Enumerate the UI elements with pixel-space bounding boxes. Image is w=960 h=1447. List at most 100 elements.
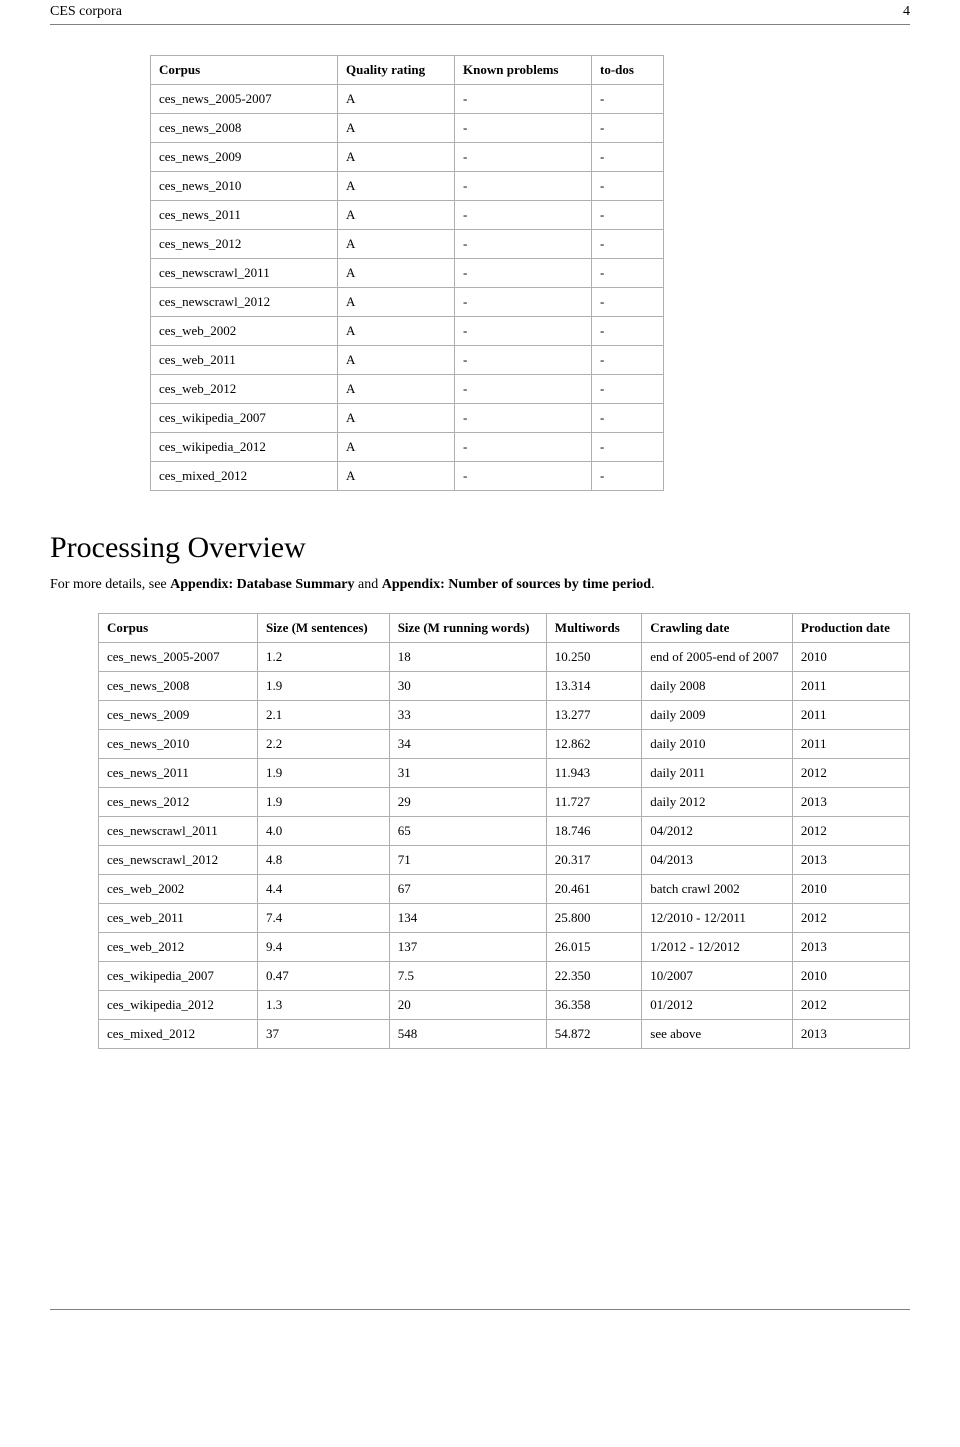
table-cell: A	[338, 317, 455, 346]
table-cell: ces_news_2008	[151, 114, 338, 143]
table-cell: 12/2010 - 12/2011	[642, 903, 793, 932]
table-cell: 67	[389, 874, 546, 903]
table-cell: 10/2007	[642, 961, 793, 990]
table-cell: A	[338, 288, 455, 317]
table-cell: daily 2009	[642, 700, 793, 729]
table-cell: 33	[389, 700, 546, 729]
header-title: CES corpora	[50, 4, 122, 20]
table-cell: daily 2008	[642, 671, 793, 700]
table-cell: -	[455, 172, 592, 201]
table-cell: ces_news_2005-2007	[151, 85, 338, 114]
table-row: ces_news_2012A--	[151, 230, 664, 259]
table-cell: -	[455, 114, 592, 143]
table-cell: 31	[389, 758, 546, 787]
table-cell: 04/2012	[642, 816, 793, 845]
section-intro: For more details, see Appendix: Database…	[50, 575, 910, 595]
table-cell: 04/2013	[642, 845, 793, 874]
table-row: ces_newscrawl_20114.06518.74604/20122012	[99, 816, 910, 845]
table-cell: A	[338, 346, 455, 375]
table-cell: ces_wikipedia_2007	[151, 404, 338, 433]
table-row: ces_wikipedia_2012A--	[151, 433, 664, 462]
table-row: ces_news_2010A--	[151, 172, 664, 201]
col-corpus: Corpus	[99, 613, 258, 642]
table-cell: 18	[389, 642, 546, 671]
table-cell: -	[455, 201, 592, 230]
table-cell: 1.9	[257, 787, 389, 816]
table-cell: ces_web_2011	[151, 346, 338, 375]
table-cell: -	[592, 259, 664, 288]
table-cell: -	[592, 346, 664, 375]
table-cell: 20.317	[546, 845, 641, 874]
table-cell: A	[338, 201, 455, 230]
table-row: ces_web_20129.413726.0151/2012 - 12/2012…	[99, 932, 910, 961]
table-cell: 65	[389, 816, 546, 845]
table-row: ces_web_20024.46720.461batch crawl 20022…	[99, 874, 910, 903]
table-cell: 34	[389, 729, 546, 758]
col-crawling-date: Crawling date	[642, 613, 793, 642]
table-cell: -	[592, 172, 664, 201]
table-cell: ces_web_2002	[99, 874, 258, 903]
table-cell: -	[592, 230, 664, 259]
intro-suffix: .	[651, 577, 655, 592]
table-cell: ces_news_2010	[151, 172, 338, 201]
table-cell: 2012	[792, 816, 909, 845]
table-cell: 2010	[792, 642, 909, 671]
table-row: ces_wikipedia_2007A--	[151, 404, 664, 433]
table-cell: 1.9	[257, 758, 389, 787]
table-cell: ces_newscrawl_2012	[151, 288, 338, 317]
table-row: ces_newscrawl_2012A--	[151, 288, 664, 317]
table-cell: ces_news_2009	[99, 700, 258, 729]
table-cell: ces_newscrawl_2011	[151, 259, 338, 288]
table-row: ces_news_20092.13313.277daily 20092011	[99, 700, 910, 729]
table-cell: ces_wikipedia_2012	[151, 433, 338, 462]
table-cell: -	[592, 143, 664, 172]
col-multiwords: Multiwords	[546, 613, 641, 642]
table-cell: -	[592, 85, 664, 114]
table-row: ces_web_2011A--	[151, 346, 664, 375]
table-cell: -	[455, 230, 592, 259]
processing-overview-table: Corpus Size (M sentences) Size (M runnin…	[98, 613, 910, 1049]
table-cell: A	[338, 259, 455, 288]
table-cell: ces_news_2008	[99, 671, 258, 700]
table-row: ces_news_2008A--	[151, 114, 664, 143]
table-cell: 13.277	[546, 700, 641, 729]
table-cell: batch crawl 2002	[642, 874, 793, 903]
table-cell: 548	[389, 1019, 546, 1048]
table-header-row: Corpus Quality rating Known problems to-…	[151, 56, 664, 85]
table-cell: 2011	[792, 671, 909, 700]
table-cell: A	[338, 85, 455, 114]
table-row: ces_mixed_20123754854.872see above2013	[99, 1019, 910, 1048]
table-cell: A	[338, 114, 455, 143]
quality-rating-table: Corpus Quality rating Known problems to-…	[150, 55, 664, 491]
table-cell: 01/2012	[642, 990, 793, 1019]
table-cell: 20.461	[546, 874, 641, 903]
table-cell: A	[338, 143, 455, 172]
table-cell: 2013	[792, 932, 909, 961]
table-cell: ces_web_2012	[99, 932, 258, 961]
table-row: ces_news_2005-20071.21810.250end of 2005…	[99, 642, 910, 671]
page-header: CES corpora 4	[50, 0, 910, 25]
table-cell: see above	[642, 1019, 793, 1048]
intro-bold-2: Appendix: Number of sources by time peri…	[382, 577, 651, 592]
page-container: CES corpora 4 Corpus Quality rating Know…	[0, 0, 960, 1350]
table-row: ces_mixed_2012A--	[151, 462, 664, 491]
table-cell: ces_news_2012	[151, 230, 338, 259]
table-cell: 4.0	[257, 816, 389, 845]
table-cell: ces_news_2005-2007	[99, 642, 258, 671]
table-cell: end of 2005-end of 2007	[642, 642, 793, 671]
page-number: 4	[903, 4, 910, 20]
table-cell: ces_mixed_2012	[99, 1019, 258, 1048]
table-cell: -	[455, 143, 592, 172]
table-cell: 4.8	[257, 845, 389, 874]
table-cell: A	[338, 375, 455, 404]
table-cell: 30	[389, 671, 546, 700]
table-cell: -	[455, 317, 592, 346]
table-cell: ces_newscrawl_2011	[99, 816, 258, 845]
table-cell: 134	[389, 903, 546, 932]
table-cell: 2013	[792, 787, 909, 816]
table-cell: 7.5	[389, 961, 546, 990]
table-cell: ces_mixed_2012	[151, 462, 338, 491]
table-cell: 2010	[792, 961, 909, 990]
table-row: ces_news_2011A--	[151, 201, 664, 230]
table-row: ces_news_20111.93111.943daily 20112012	[99, 758, 910, 787]
